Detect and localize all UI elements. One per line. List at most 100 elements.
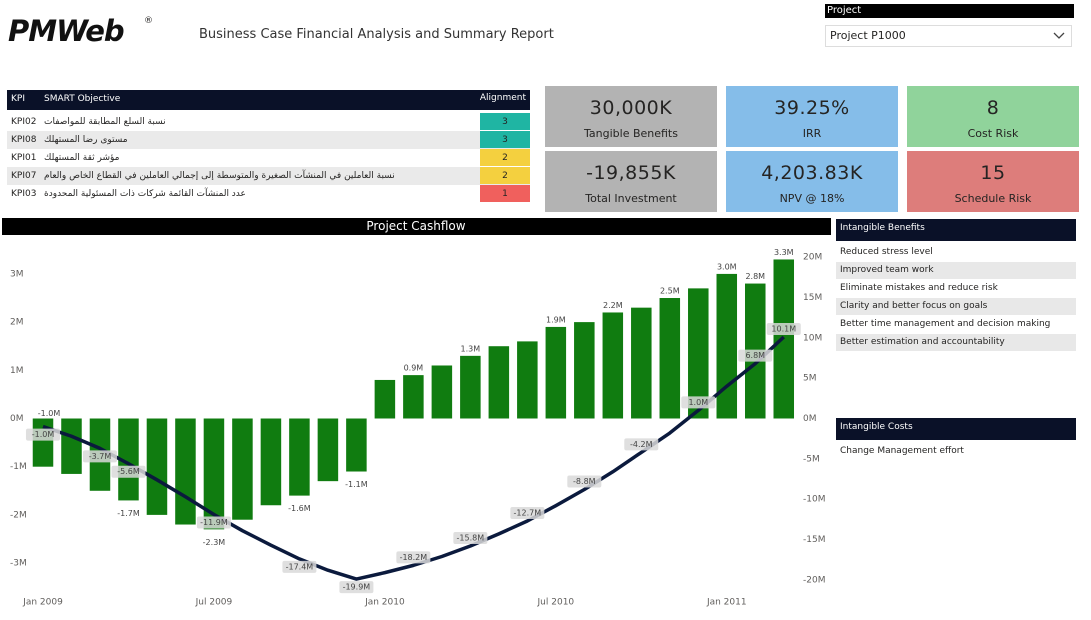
x-tick-label: Jan 2009 (22, 598, 63, 608)
table-row: KPI08 مستوى رضا المستهلك 3 (7, 131, 530, 149)
list-item: Better estimation and accountability (836, 334, 1076, 351)
intangible-benefits: Intangible Benefits Reduced stress level I… (836, 219, 1076, 359)
kpi-cell: KPI08 (11, 135, 37, 145)
line-label: -3.7M (89, 452, 112, 461)
line-label-box (510, 506, 545, 519)
bar (175, 418, 196, 525)
objective-cell: نسبة السلع المطابقة للمواصفات (44, 117, 166, 127)
bar (631, 307, 652, 419)
bar (203, 418, 225, 530)
kpi-card: 8 Cost Risk (907, 86, 1079, 147)
bar (289, 418, 310, 496)
bar (317, 418, 339, 482)
y2-tick-label: 20M (803, 253, 822, 263)
logo-mark: ® (144, 16, 153, 26)
line-label: 10.1M (771, 324, 796, 333)
bar-label: 0.9M (404, 364, 424, 373)
alignment-cell: 2 (480, 149, 530, 166)
bar-label: -1.7M (117, 509, 140, 518)
line-label-box (567, 475, 602, 488)
bar (602, 312, 624, 419)
bar (346, 418, 367, 472)
card-label: IRR (802, 127, 822, 140)
bar (545, 326, 567, 419)
y2-tick-label: 0M (803, 414, 817, 424)
alignment-cell: 2 (480, 167, 530, 184)
bar (146, 418, 168, 515)
line-label-box (282, 560, 317, 573)
bar (688, 288, 709, 419)
bar (659, 298, 681, 419)
line-label: -17.4M (286, 562, 314, 571)
line-label-box (339, 581, 374, 594)
kpi-cell: KPI02 (11, 117, 37, 127)
objective-cell: عدد المنشآت القائمة شركات ذات المسئولية … (44, 189, 246, 199)
bar-label: -1.1M (345, 480, 368, 489)
alignment-cell: 1 (480, 185, 530, 202)
y2-tick-label: -10M (803, 495, 825, 505)
line (42, 335, 785, 581)
filter-label: Project (825, 4, 1074, 18)
y2-tick-label: 10M (803, 333, 822, 343)
card-value: 8 (986, 97, 1000, 119)
bar-label: 1.9M (546, 315, 566, 324)
header-cell: Alignment (479, 93, 526, 103)
y2-tick-label: 5M (803, 374, 817, 384)
y-tick-label: -1M (10, 462, 27, 472)
list-item: Eliminate mistakes and reduce risk (836, 280, 1076, 297)
x-tick-label: Jan 2010 (364, 598, 405, 608)
y2-tick-label: -20M (803, 575, 825, 585)
y2-tick-label: -5M (803, 454, 820, 464)
y-tick-label: 3M (10, 269, 24, 279)
header-cell: SMART Objective (44, 94, 121, 104)
bar-label: 2.8M (745, 272, 765, 281)
cashflow-chart: Project Cashflow -3M -2M -1M 0M 1M 2M 3M -20M -1… (2, 218, 831, 608)
bar-label: 3.0M (717, 262, 737, 271)
line-label-box (681, 396, 716, 409)
bar (32, 418, 54, 467)
objective-cell: مستوى رضا المستهلك (44, 135, 128, 145)
kpi-card: 39.25% IRR (726, 86, 898, 147)
bar (517, 341, 538, 419)
line-label: -12.7M (514, 508, 542, 517)
bar (403, 375, 424, 419)
table-row: KPI01 مؤشر ثقة المستهلك 2 (7, 149, 530, 167)
list-item: Change Management effort (836, 443, 1076, 460)
card-label: Total Investment (585, 192, 677, 205)
dropdown-arrow (1053, 32, 1065, 39)
line-label: 1.0M (688, 398, 708, 407)
header-cell: KPI (11, 94, 25, 104)
card-label: NPV @ 18% (779, 192, 845, 205)
dropdown-value: Project P1000 (830, 29, 906, 42)
bar-label: -1.6M (288, 504, 311, 513)
y-tick-label: 1M (10, 366, 24, 376)
card-value: 15 (980, 162, 1006, 184)
bar (488, 346, 510, 419)
line-label-box (111, 465, 146, 478)
objective-cell: نسبة العاملين في المنشآت الصغيرة والمتوس… (44, 171, 395, 181)
line-label: -18.2M (400, 553, 428, 562)
kpi-table: KPI SMART Objective Alignment KPI02 نسبة الس… (7, 90, 530, 205)
bar (716, 273, 738, 419)
bar (260, 418, 282, 506)
line-label-box (766, 322, 801, 335)
bar-label: 3.3M (774, 248, 794, 257)
bar-label: 2.5M (660, 287, 680, 296)
line-label-box (453, 532, 488, 545)
line-label: -11.9M (200, 518, 228, 527)
project-dropdown[interactable]: Project P1000 (825, 25, 1072, 47)
kpi-cell: KPI03 (11, 189, 37, 199)
bar-label: -2.3M (203, 538, 226, 547)
cards: 30,000K Tangible Benefits 39.25% IRR 8 Cost R… (545, 86, 1081, 212)
bar-label: -1.0M (38, 409, 61, 418)
line-label: -4.2M (630, 440, 653, 449)
line-label: 6.8M (745, 351, 765, 360)
line-label: -5.6M (117, 467, 140, 476)
chart-title-band (2, 218, 831, 235)
kpi-card: 15 Schedule Risk (907, 151, 1079, 212)
alignment-cell: 3 (480, 131, 530, 148)
line-label-box (82, 450, 117, 463)
card-label: Schedule Risk (954, 192, 1032, 205)
table-row: KPI03 عدد المنشآت القائمة شركات ذات المسئ… (7, 185, 530, 203)
